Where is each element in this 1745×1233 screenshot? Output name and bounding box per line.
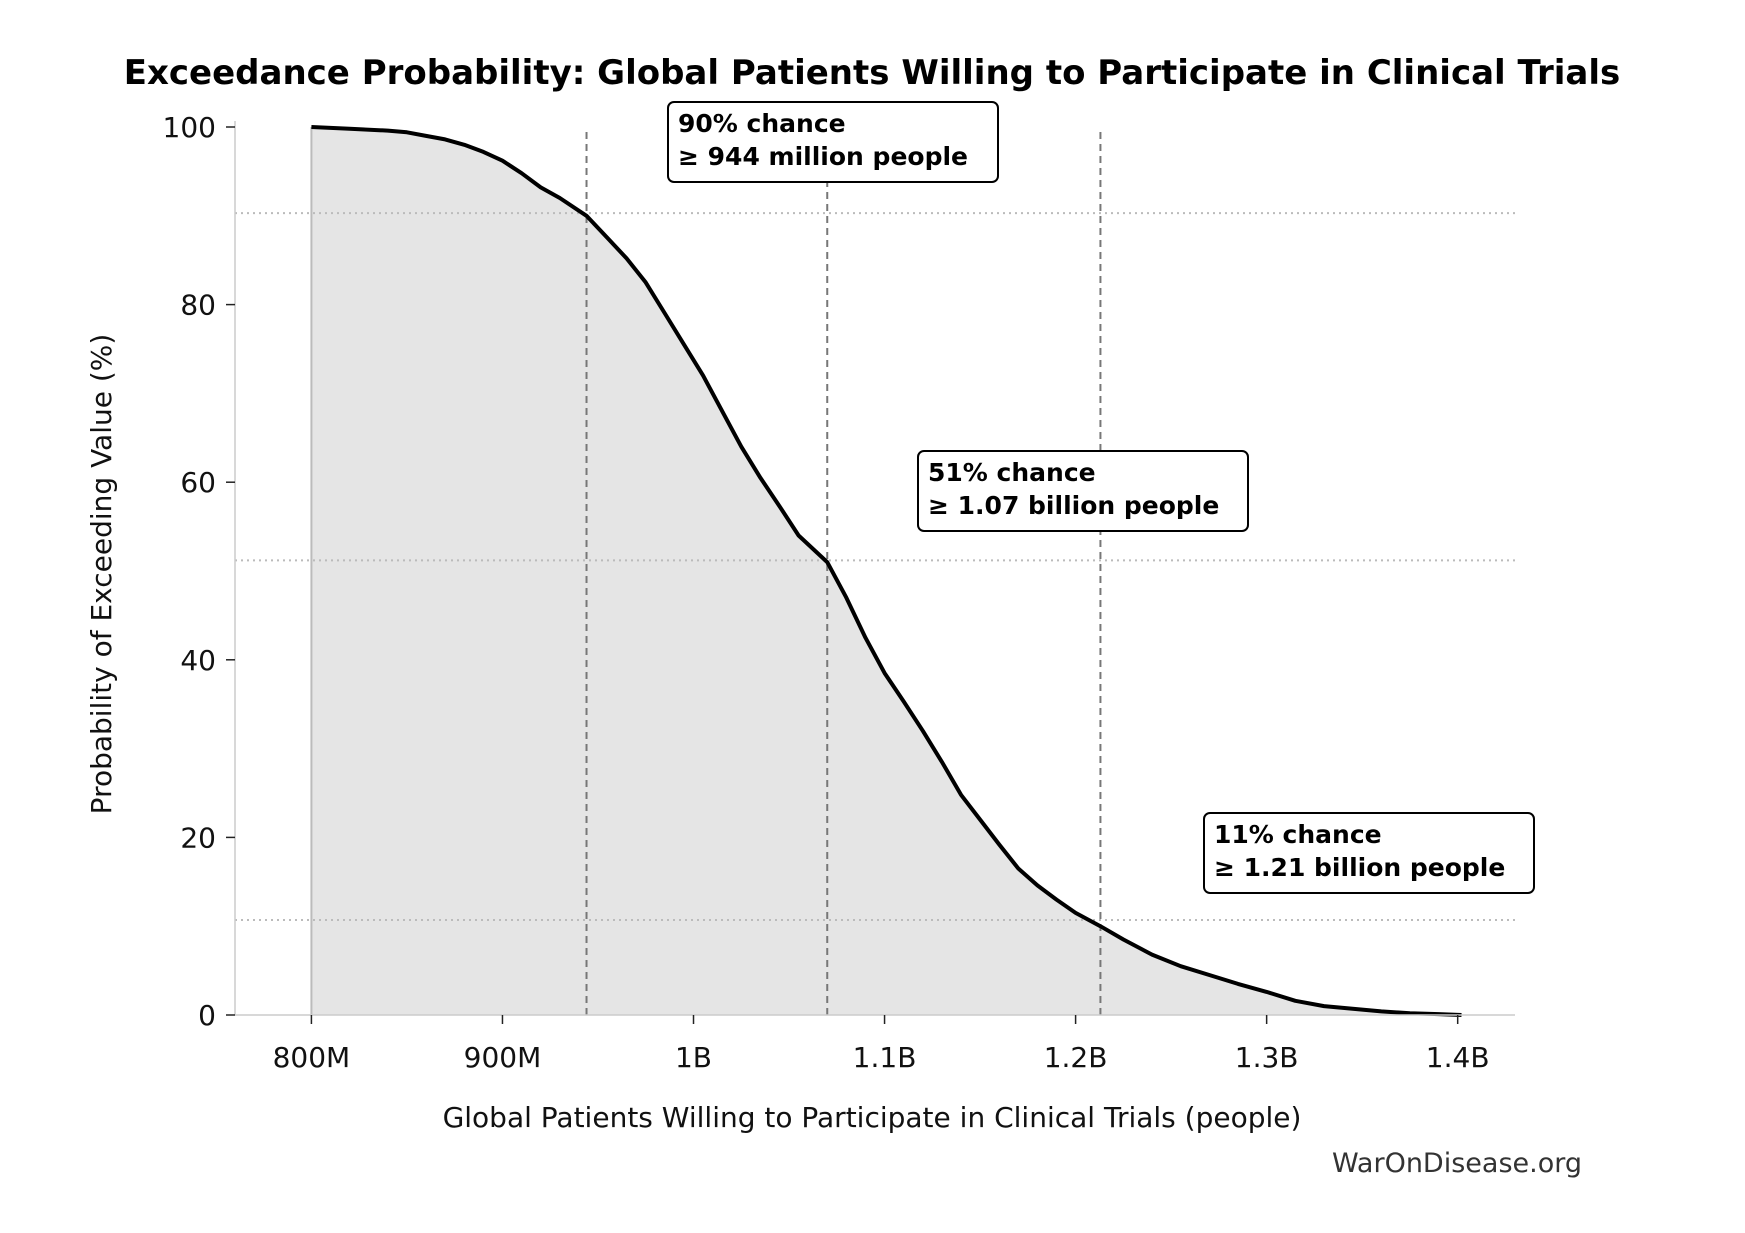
y-axis-label: Probability of Exceeding Value (%) bbox=[85, 334, 118, 815]
y-tick-label: 100 bbox=[163, 111, 216, 144]
x-tick-label: 1B bbox=[675, 1041, 712, 1074]
y-tick-label: 80 bbox=[180, 289, 216, 322]
y-tick-label: 0 bbox=[198, 999, 216, 1032]
plot-area: 0 20 40 60 80 100 800M 900M 1B 1.1B 1.2B 1.3B 1.4B 90… bbox=[163, 101, 1535, 1074]
watermark: WarOnDisease.org bbox=[1332, 1148, 1582, 1179]
annotation-chance-text: 11% chance bbox=[1214, 820, 1382, 849]
annotation-chance-text: 51% chance bbox=[928, 458, 1096, 487]
annotation-box-2 bbox=[1203, 812, 1535, 894]
annotation-people-text: ≥ 1.07 billion people bbox=[928, 491, 1219, 520]
x-tick-label: 800M bbox=[273, 1041, 351, 1074]
y-tick-label: 20 bbox=[180, 821, 216, 854]
annotation-box-0 bbox=[667, 101, 999, 183]
x-axis-label: Global Patients Willing to Participate i… bbox=[443, 1101, 1302, 1134]
annotation-chance-text: 90% chance bbox=[678, 109, 846, 138]
x-tick-label: 900M bbox=[464, 1041, 542, 1074]
x-tick-label: 1.3B bbox=[1235, 1041, 1299, 1074]
chart-title: Exceedance Probability: Global Patients … bbox=[124, 53, 1621, 93]
exceedance-area bbox=[311, 127, 1462, 1015]
x-tick-label: 1.4B bbox=[1426, 1041, 1490, 1074]
annotation-people-text: ≥ 944 million people bbox=[678, 142, 968, 171]
y-tick-label: 40 bbox=[180, 644, 216, 677]
x-tick-label: 1.2B bbox=[1044, 1041, 1108, 1074]
annotation-people-text: ≥ 1.21 billion people bbox=[1214, 853, 1505, 882]
x-tick-label: 1.1B bbox=[853, 1041, 917, 1074]
exceedance-curve bbox=[311, 125, 1462, 1017]
y-tick-label: 60 bbox=[180, 466, 216, 499]
annotation-box-1 bbox=[917, 450, 1249, 532]
